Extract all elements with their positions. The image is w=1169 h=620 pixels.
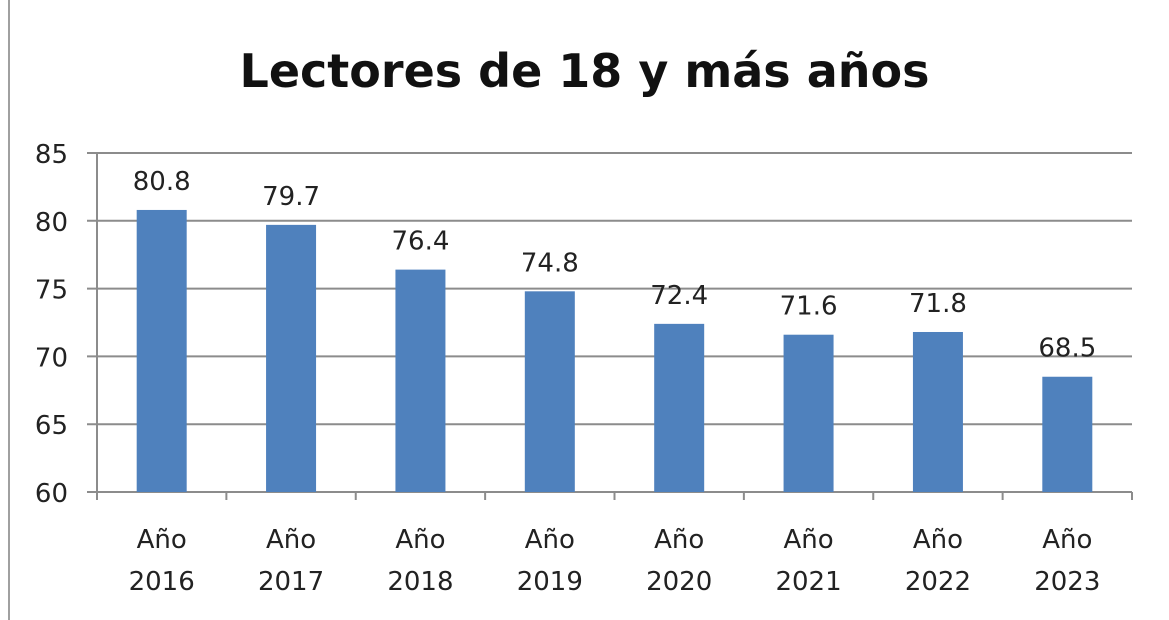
bar <box>654 323 705 492</box>
x-tick-label: 2016 <box>129 567 195 597</box>
y-tick-label: 75 <box>35 276 68 306</box>
x-tick-label: 2023 <box>1034 567 1100 597</box>
data-label: 76.4 <box>391 227 449 257</box>
y-tick-label: 70 <box>35 343 68 373</box>
y-tick-label: 65 <box>35 411 68 441</box>
chart-title: Lectores de 18 y más años <box>239 44 930 98</box>
x-tick-label: 2018 <box>387 567 453 597</box>
x-tick-label: Año <box>783 525 833 555</box>
x-tick-label: Año <box>395 525 445 555</box>
y-tick-label: 80 <box>35 208 68 238</box>
data-label: 80.8 <box>133 167 191 197</box>
y-tick-label: 85 <box>35 140 68 170</box>
x-tick-label: Año <box>137 525 187 555</box>
bar <box>395 269 446 492</box>
x-tick-label: Año <box>1042 525 1092 555</box>
x-tick-label: 2022 <box>905 567 971 597</box>
x-tick-label: 2021 <box>775 567 841 597</box>
bar <box>912 331 963 492</box>
bar <box>266 224 317 493</box>
bar <box>1042 376 1093 492</box>
x-tick-label: Año <box>913 525 963 555</box>
data-label: 79.7 <box>262 182 320 212</box>
y-tick-label: 60 <box>35 479 68 509</box>
data-label: 71.6 <box>780 292 838 322</box>
bar <box>136 209 187 492</box>
x-tick-label: Año <box>266 525 316 555</box>
bar <box>783 334 834 492</box>
frame-border <box>8 0 10 620</box>
data-label: 72.4 <box>650 281 708 311</box>
data-label: 74.8 <box>521 248 579 278</box>
bar <box>524 291 575 492</box>
x-tick-label: Año <box>525 525 575 555</box>
x-tick-label: 2017 <box>258 567 324 597</box>
x-tick-label: 2019 <box>517 567 583 597</box>
x-tick-label: Año <box>654 525 704 555</box>
data-label: 68.5 <box>1038 334 1096 364</box>
data-label: 71.8 <box>909 289 967 319</box>
x-tick-label: 2020 <box>646 567 712 597</box>
